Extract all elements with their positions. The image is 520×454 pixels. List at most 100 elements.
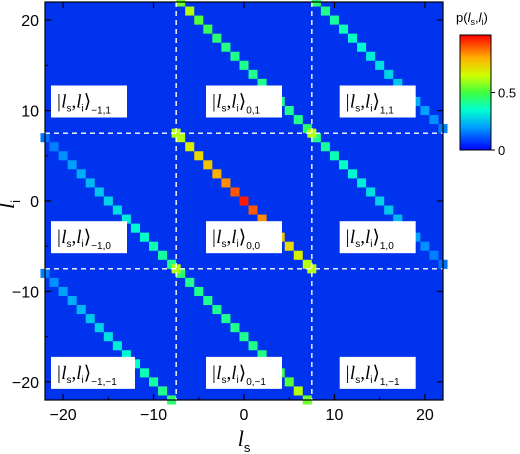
heatmap-cell xyxy=(103,196,113,206)
ket-annotation-box xyxy=(51,85,127,118)
heatmap-cell xyxy=(176,0,186,7)
heatmap-cell xyxy=(194,151,204,161)
heatmap-cell xyxy=(393,78,403,88)
heatmap-cell xyxy=(320,6,330,16)
heatmap-cell xyxy=(366,187,376,197)
heatmap-cell xyxy=(357,178,367,188)
heatmap-cell xyxy=(384,69,394,79)
heatmap-cell xyxy=(239,196,249,206)
heatmap-cell xyxy=(221,178,231,188)
heatmap-cell xyxy=(58,286,68,296)
heatmap-cell xyxy=(366,51,376,61)
ket-annotation: |ls,li⟩−1,0 xyxy=(51,221,127,254)
heatmap-cell xyxy=(230,51,240,61)
x-tick-label: 10 xyxy=(326,407,344,424)
heatmap-cell xyxy=(420,241,430,251)
heatmap-cell xyxy=(239,332,249,342)
heatmap-cell xyxy=(411,232,421,242)
heatmap-cell xyxy=(203,295,213,306)
ket-annotation: |ls,li⟩0,−1 xyxy=(206,356,282,389)
heatmap-cell xyxy=(329,15,339,25)
heatmap-cell xyxy=(176,268,186,278)
ket-annotation-box xyxy=(51,356,135,389)
ket-annotation: |ls,li⟩0,1 xyxy=(206,85,282,118)
heatmap-cell xyxy=(257,350,267,360)
heatmap-cell xyxy=(76,169,86,179)
y-tick-label: −10 xyxy=(12,284,39,301)
colorbar xyxy=(459,34,492,151)
y-axis-label: li xyxy=(0,200,23,209)
heatmap-cell xyxy=(293,386,303,396)
heatmap-cell xyxy=(311,0,321,7)
x-tick-label: 0 xyxy=(240,407,249,424)
heatmap-cell xyxy=(149,377,159,387)
heatmap-cell xyxy=(230,323,240,333)
heatmap-cell xyxy=(158,250,168,260)
heatmap-cell xyxy=(130,359,140,369)
heatmap-cell xyxy=(375,60,385,70)
ket-annotation: |ls,li⟩1,−1 xyxy=(339,356,416,389)
ket-annotation: |ls,li⟩−1,−1 xyxy=(51,356,135,389)
heatmap-cell xyxy=(203,160,213,170)
heatmap-cell xyxy=(221,42,231,52)
ket-annotation-label: |ls,li⟩1,1 xyxy=(345,92,395,117)
heatmap-cell xyxy=(257,78,267,88)
x-tick-label: −20 xyxy=(50,407,77,424)
heatmap-cell xyxy=(429,250,439,260)
ket-annotation: |ls,li⟩−1,1 xyxy=(51,85,127,118)
colorbar-tick-label: 0.5 xyxy=(498,86,516,101)
heatmap-cell xyxy=(320,142,330,152)
heatmap-cell xyxy=(85,178,95,188)
ket-annotation-label: |ls,li⟩1,−1 xyxy=(345,363,400,388)
heatmap-cell xyxy=(139,368,150,378)
ket-annotation-box xyxy=(339,356,416,389)
heatmap-cell xyxy=(257,214,267,224)
heatmap-cell xyxy=(112,205,122,215)
heatmap-cell xyxy=(284,377,294,387)
y-tick-label: 10 xyxy=(21,104,39,121)
heatmap-cell xyxy=(121,214,131,224)
heatmap-cell xyxy=(411,96,421,107)
heatmap-cell xyxy=(139,232,150,242)
colorbar-tick-label: 0 xyxy=(498,143,505,158)
heatmap-cell xyxy=(85,314,95,324)
heatmap-cell xyxy=(420,106,430,116)
y-tick-label: 0 xyxy=(30,194,39,211)
heatmap-cell xyxy=(284,106,294,116)
heatmap-cell xyxy=(67,295,77,306)
ket-annotation-box xyxy=(51,221,127,254)
ket-annotation-label: |ls,li⟩−1,0 xyxy=(56,227,111,252)
crossing-cell xyxy=(171,264,181,274)
heatmap-cell xyxy=(212,169,222,179)
heatmap-cell xyxy=(121,350,131,360)
ket-annotation-box xyxy=(339,221,416,254)
heatmap-cell xyxy=(49,277,59,287)
crossing-cell xyxy=(307,264,317,274)
heatmap-cell xyxy=(384,205,394,215)
heatmap-cell xyxy=(293,250,303,260)
heatmap-cell xyxy=(248,69,258,79)
heatmap-cell xyxy=(239,60,249,70)
ket-annotation: |ls,li⟩1,0 xyxy=(339,221,416,254)
ket-annotation: |ls,li⟩1,1 xyxy=(339,85,416,118)
heatmap-cell xyxy=(130,223,140,233)
heatmap-cell xyxy=(185,277,195,287)
heatmap-cell xyxy=(429,115,439,125)
ket-annotation-box xyxy=(206,356,282,389)
y-tick-label: −20 xyxy=(12,375,39,392)
ket-annotation-label: |ls,li⟩0,0 xyxy=(211,227,261,252)
heatmap-cell xyxy=(112,341,122,351)
heatmap-cell xyxy=(212,305,222,315)
heatmap-cell xyxy=(230,187,240,197)
heatmap-cell xyxy=(348,33,358,43)
heatmap-cell xyxy=(194,15,204,25)
ket-annotation-label: |ls,li⟩−1,−1 xyxy=(56,363,117,388)
heatmap-cell xyxy=(67,160,77,170)
y-tick-label: 20 xyxy=(21,13,39,30)
heatmap-cell xyxy=(375,196,385,206)
heatmap-cell xyxy=(357,42,367,52)
colorbar-title: p(ls,li) xyxy=(456,10,488,27)
ket-annotation-box xyxy=(339,85,416,118)
ket-annotation-label: |ls,li⟩0,−1 xyxy=(211,363,266,388)
